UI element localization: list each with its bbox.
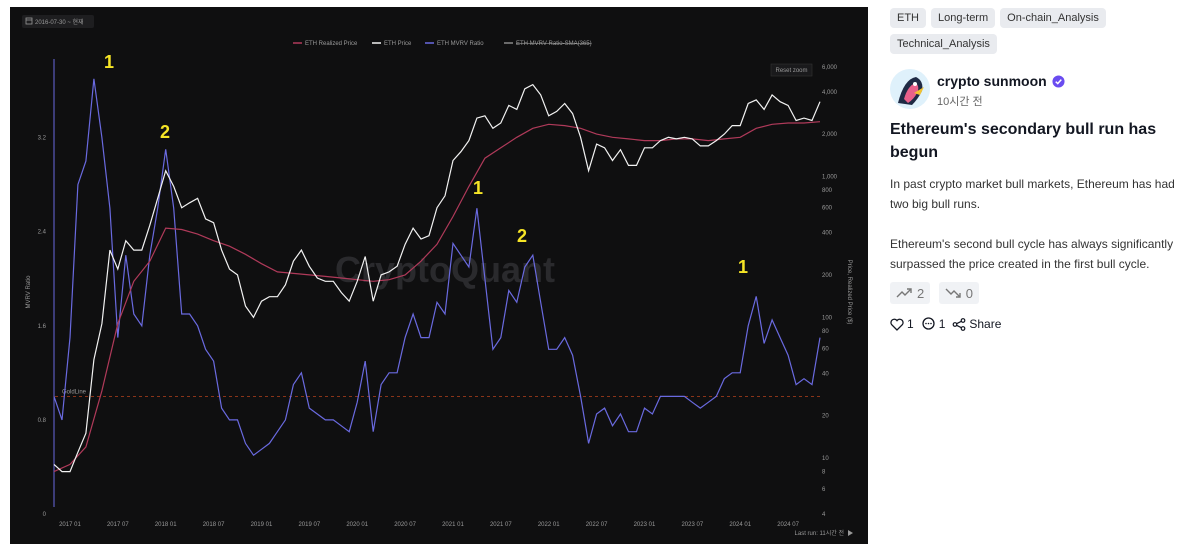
vote-up-count: 2 — [917, 285, 925, 301]
comment-button[interactable]: 1 — [921, 317, 946, 331]
x-tick-label: 2021 01 — [442, 522, 464, 528]
vote-bar: 2 0 — [890, 282, 983, 304]
left-tick-label: 2.4 — [38, 230, 47, 236]
legend-item-label: ETH Realized Price — [305, 41, 358, 47]
comment-icon — [922, 317, 935, 330]
right-tick-label: 1,000 — [822, 175, 838, 181]
right-tick-label: 200 — [822, 273, 833, 279]
left-tick-label: 0 — [43, 512, 47, 518]
post-time: 10시간 전 — [937, 96, 983, 108]
right-tick-label: 6,000 — [822, 65, 838, 71]
right-axis-title: Price, Realized Price ($) — [846, 260, 852, 325]
left-tick-label: 0.8 — [38, 418, 47, 424]
like-button[interactable]: 1 — [890, 317, 914, 331]
tag-list: ETH Long-term On-chain_Analysis Technical_A… — [890, 8, 1190, 60]
post-body: In past crypto market bull markets, Ethe… — [890, 174, 1190, 294]
x-tick-label: 2018 01 — [155, 522, 177, 528]
right-tick-label: 800 — [822, 188, 833, 194]
right-tick-label: 4 — [822, 512, 826, 518]
right-tick-label: 2,000 — [822, 132, 838, 138]
right-tick-label: 20 — [822, 414, 829, 420]
x-tick-label: 2023 07 — [681, 522, 703, 528]
last-run-text: Last run: 11시간 전 — [795, 529, 844, 537]
x-tick-label: 2017 01 — [59, 522, 81, 528]
legend-item-label: ETH MVRV Ratio — [437, 41, 484, 47]
x-tick-label: 2024 07 — [777, 522, 799, 528]
x-axis: 2017 01 2017 07 2018 01 2018 07 2019 01 2019 … — [59, 522, 799, 528]
left-tick-label: 1.6 — [38, 324, 47, 330]
tag-long-term[interactable]: Long-term — [931, 8, 996, 28]
like-count: 1 — [907, 317, 914, 331]
annotation-1-2017: 1 — [104, 52, 114, 72]
heart-icon — [890, 318, 904, 331]
chart-svg: 2016-07-30 ~ 현재 ETH Realized Price ETH Pr… — [22, 15, 853, 537]
post-title: Ethereum's secondary bull run has begun — [890, 121, 1157, 161]
x-tick-label: 2021 07 — [490, 522, 512, 528]
right-tick-label: 4,000 — [822, 90, 838, 96]
right-tick-label: 10 — [822, 456, 829, 462]
tag-on-chain-analysis[interactable]: On-chain_Analysis — [1000, 8, 1106, 28]
reset-zoom-button[interactable] — [770, 63, 813, 77]
share-icon — [952, 317, 966, 331]
vote-up-button[interactable]: 2 — [890, 282, 931, 304]
x-tick-label: 2019 01 — [251, 522, 273, 528]
left-axis: 0 0.8 1.6 2.4 3.2 — [38, 136, 47, 518]
right-tick-label: 400 — [822, 231, 833, 237]
chart-legend: ETH Realized Price ETH Price ETH MVRV Rati… — [293, 41, 592, 47]
post-paragraph: In past crypto market bull markets, Ethe… — [890, 177, 1175, 211]
x-tick-label: 2018 07 — [203, 522, 225, 528]
verified-badge-icon — [1052, 75, 1065, 91]
play-icon[interactable] — [848, 530, 853, 536]
annotation-2-2018: 2 — [160, 122, 170, 142]
right-tick-label: 100 — [822, 315, 833, 321]
date-range-box[interactable] — [22, 15, 94, 28]
share-button[interactable]: Share — [952, 317, 1001, 331]
x-tick-label: 2020 07 — [394, 522, 416, 528]
right-axis: 4 6 8 10 20 40 60 80 100 200 400 600 800 1,000 2,000 4,… — [822, 65, 838, 518]
x-tick-label: 2017 07 — [107, 522, 129, 528]
post-paragraph: Ethereum's second bull cycle has always … — [890, 237, 1174, 271]
date-range-text: 2016-07-30 ~ 현재 — [35, 18, 84, 26]
left-axis-title: MVRV Ratio — [26, 275, 32, 309]
right-tick-label: 80 — [822, 329, 829, 335]
watermark: CryptoQuant — [335, 249, 555, 290]
right-tick-label: 600 — [822, 206, 833, 212]
annotation-1-2024: 1 — [738, 257, 748, 277]
share-label: Share — [969, 317, 1002, 331]
x-tick-label: 2023 01 — [634, 522, 656, 528]
tag-eth[interactable]: ETH — [890, 8, 926, 28]
tag-technical-analysis[interactable]: Technical_Analysis — [890, 34, 997, 54]
left-tick-label: 3.2 — [38, 136, 47, 142]
x-tick-label: 2019 07 — [298, 522, 320, 528]
x-tick-label: 2020 01 — [346, 522, 368, 528]
vote-down-count: 0 — [965, 285, 973, 301]
series-line-eth-price — [53, 83, 821, 473]
author-name[interactable]: crypto sunmoon — [937, 73, 1065, 91]
x-tick-label: 2022 07 — [586, 522, 608, 528]
x-tick-label: 2022 01 — [538, 522, 560, 528]
comment-count: 1 — [938, 317, 946, 331]
goldline-label: GoldLine — [62, 389, 87, 395]
right-tick-label: 40 — [822, 371, 829, 377]
author-block: crypto sunmoon 10시간 전 — [890, 69, 1190, 111]
action-bar: 1 1 Share — [890, 317, 1008, 331]
avatar[interactable] — [890, 69, 930, 109]
calendar-icon — [25, 17, 33, 25]
series-line-eth-mvrv-ratio — [53, 78, 821, 457]
x-tick-label: 2024 01 — [729, 522, 751, 528]
annotation-2-2021: 2 — [517, 226, 527, 246]
legend-item-label: ETH MVRV Ratio-SMA(365) — [516, 41, 592, 47]
chart-panel: 2016-07-30 ~ 현재 ETH Realized Price ETH Pr… — [10, 7, 868, 544]
right-tick-label: 6 — [822, 487, 826, 493]
legend-item-label: ETH Price — [384, 41, 412, 47]
right-tick-label: 60 — [822, 346, 829, 352]
trend-up-icon — [896, 288, 912, 298]
vote-down-button[interactable]: 0 — [938, 282, 979, 304]
trend-down-icon — [945, 288, 961, 298]
reset-zoom-label: Reset zoom — [775, 68, 807, 74]
right-tick-label: 8 — [822, 470, 826, 476]
annotation-1-2021: 1 — [473, 178, 483, 198]
